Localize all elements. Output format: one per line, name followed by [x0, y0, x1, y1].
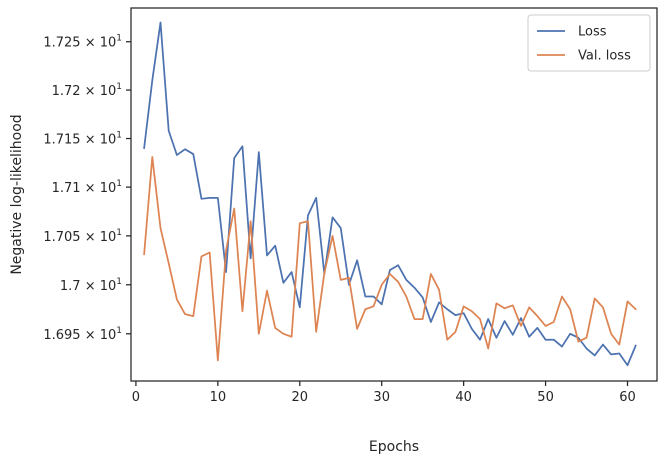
plot-frame	[130, 7, 658, 382]
y-tick-label: 1.725 × 101	[43, 34, 122, 51]
y-tick-label: 1.705 × 101	[43, 228, 122, 245]
series-line-loss	[143, 21, 637, 367]
x-tick-label: 40	[455, 390, 472, 405]
y-tick-label: 1.7 × 101	[60, 277, 122, 294]
x-tick-label: 20	[292, 390, 309, 405]
x-tick-label: 30	[373, 390, 390, 405]
legend-label-loss: Loss	[578, 25, 607, 40]
x-tick-label: 60	[619, 390, 636, 405]
x-axis-label: Epochs	[369, 439, 419, 455]
y-tick-label: 1.71 × 101	[52, 179, 122, 196]
x-axis-ticks: 0 10 20 30 40 50 60	[132, 381, 636, 405]
y-tick-label: 1.695 × 101	[43, 326, 122, 343]
y-axis-label: Negative log-likelihood	[9, 114, 25, 274]
x-tick-label: 0	[132, 390, 140, 405]
x-tick-label: 50	[537, 390, 554, 405]
series-layer	[143, 21, 637, 367]
y-tick-label: 1.72 × 101	[52, 82, 122, 99]
series-line-val-loss	[143, 156, 637, 362]
x-tick-label: 10	[210, 390, 227, 405]
legend: Loss Val. loss	[527, 14, 651, 72]
legend-label-val-loss: Val. loss	[578, 49, 631, 64]
y-tick-label: 1.715 × 101	[43, 131, 122, 148]
legend-box	[527, 14, 651, 72]
y-axis-ticks: 1.695 × 101 1.7 × 101 1.705 × 101 1.71 × 10…	[43, 34, 131, 343]
